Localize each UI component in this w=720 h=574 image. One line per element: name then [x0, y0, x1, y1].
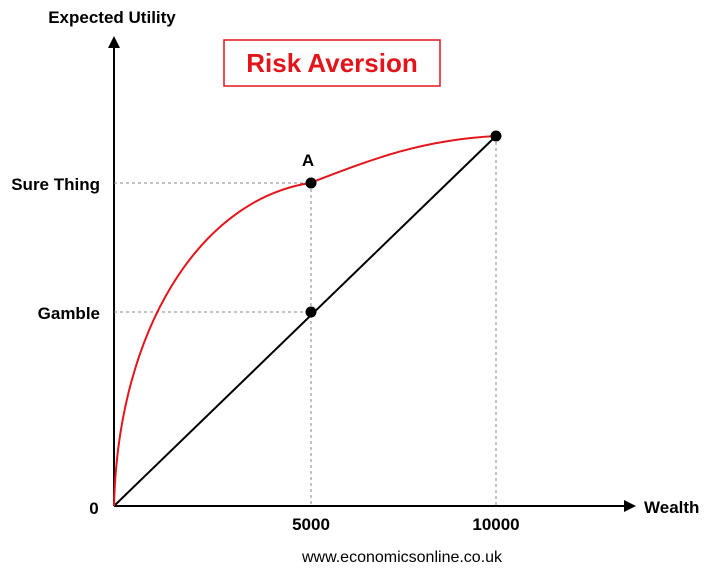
y-axis-arrowhead [108, 36, 120, 48]
source-footer: www.economicsonline.co.uk [301, 549, 503, 566]
x-axis-label: Wealth [644, 498, 699, 517]
point-a [305, 177, 317, 189]
endpoint-10000 [490, 130, 502, 142]
origin-label: 0 [89, 499, 98, 518]
x-tick-10000: 10000 [472, 515, 519, 534]
linear-utility-line [113, 135, 497, 507]
y-axis-label: Expected Utility [48, 8, 176, 27]
y-tick-sure-thing: Sure Thing [11, 175, 100, 194]
title-box [223, 39, 441, 87]
x-axis-arrowhead [624, 500, 636, 512]
point-a-label: A [302, 151, 314, 170]
x-tick-5000: 5000 [292, 515, 330, 534]
utility-curve [113, 135, 497, 507]
gamble-point [305, 306, 317, 318]
y-tick-gamble: Gamble [38, 304, 100, 323]
diagram-title: Risk Aversion [246, 48, 417, 78]
